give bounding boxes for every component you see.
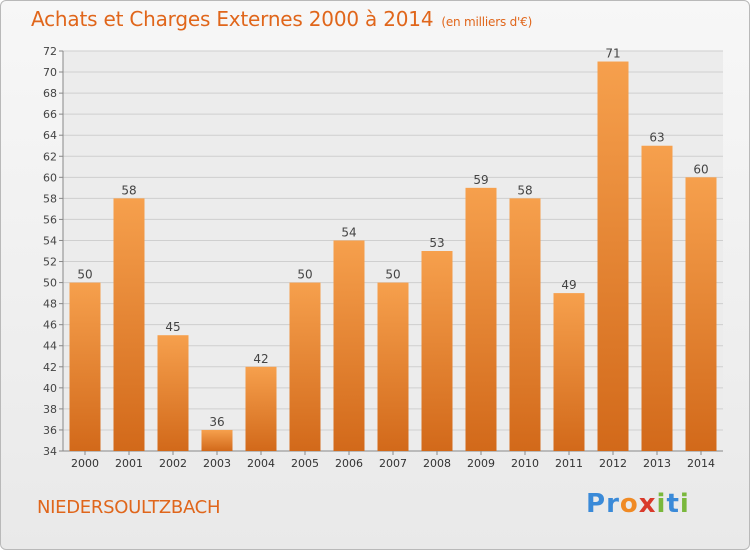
bar xyxy=(597,61,629,452)
proxiti-logo: Proxiti xyxy=(586,489,690,519)
logo-letter: x xyxy=(638,489,657,519)
data-label: 53 xyxy=(429,236,444,250)
y-tick-label: 42 xyxy=(43,361,57,374)
x-tick-label: 2005 xyxy=(291,457,319,470)
bar xyxy=(377,282,409,451)
y-tick-label: 64 xyxy=(43,129,57,142)
bar xyxy=(245,366,277,451)
x-tick-label: 2000 xyxy=(71,457,99,470)
x-tick-label: 2004 xyxy=(247,457,275,470)
bar xyxy=(509,198,541,451)
y-tick-label: 68 xyxy=(43,87,57,100)
data-label: 36 xyxy=(209,415,224,429)
title-text: Achats et Charges Externes 2000 à 2014 xyxy=(31,7,434,31)
bar xyxy=(157,335,189,451)
data-label: 50 xyxy=(77,268,92,282)
y-tick-label: 60 xyxy=(43,171,57,184)
x-tick-label: 2013 xyxy=(643,457,671,470)
bar xyxy=(465,187,497,451)
y-tick-label: 66 xyxy=(43,108,57,121)
y-tick-label: 70 xyxy=(43,66,57,79)
logo-letter: i xyxy=(656,489,667,519)
bar xyxy=(289,282,321,451)
x-tick-label: 2009 xyxy=(467,457,495,470)
data-label: 50 xyxy=(385,268,400,282)
data-label: 58 xyxy=(517,183,532,197)
x-tick-label: 2001 xyxy=(115,457,143,470)
y-tick-label: 36 xyxy=(43,424,57,437)
bar xyxy=(69,282,101,451)
bar xyxy=(333,240,365,451)
logo-letter: P xyxy=(586,489,607,519)
y-tick-label: 56 xyxy=(43,213,57,226)
y-tick-label: 38 xyxy=(43,403,57,416)
logo-letter: i xyxy=(679,489,690,519)
bar xyxy=(113,198,145,451)
data-label: 54 xyxy=(341,225,356,239)
logo-letter: r xyxy=(606,489,620,519)
y-tick-label: 40 xyxy=(43,382,57,395)
bar xyxy=(421,251,453,451)
data-label: 45 xyxy=(165,320,180,334)
logo-letter: o xyxy=(619,489,639,519)
x-tick-label: 2011 xyxy=(555,457,583,470)
bar xyxy=(553,293,585,451)
chart-subtitle: (en milliers d'€) xyxy=(441,15,533,29)
data-label: 59 xyxy=(473,173,488,187)
bar xyxy=(685,177,717,451)
data-label: 42 xyxy=(253,352,268,366)
chart-title: Achats et Charges Externes 2000 à 2014 (e… xyxy=(31,7,532,31)
y-tick-label: 46 xyxy=(43,319,57,332)
data-label: 58 xyxy=(121,183,136,197)
x-tick-label: 2008 xyxy=(423,457,451,470)
y-tick-label: 52 xyxy=(43,256,57,269)
x-tick-label: 2010 xyxy=(511,457,539,470)
y-tick-label: 72 xyxy=(43,45,57,58)
bar xyxy=(201,429,233,451)
x-tick-label: 2012 xyxy=(599,457,627,470)
y-tick-label: 62 xyxy=(43,150,57,163)
x-tick-label: 2002 xyxy=(159,457,187,470)
y-tick-label: 48 xyxy=(43,298,57,311)
y-tick-label: 50 xyxy=(43,277,57,290)
data-label: 60 xyxy=(693,162,708,176)
y-tick-label: 44 xyxy=(43,340,57,353)
data-label: 49 xyxy=(561,278,576,292)
y-tick-label: 34 xyxy=(43,445,57,458)
data-label: 63 xyxy=(649,131,664,145)
logo-letter: t xyxy=(666,489,680,519)
x-tick-label: 2003 xyxy=(203,457,231,470)
x-tick-label: 2006 xyxy=(335,457,363,470)
y-tick-label: 58 xyxy=(43,192,57,205)
data-label: 50 xyxy=(297,268,312,282)
y-tick-label: 54 xyxy=(43,234,57,247)
location-label: NIEDERSOULTZBACH xyxy=(37,497,221,518)
data-label: 71 xyxy=(605,47,620,61)
bar xyxy=(641,145,673,451)
x-tick-label: 2014 xyxy=(687,457,715,470)
x-tick-label: 2007 xyxy=(379,457,407,470)
